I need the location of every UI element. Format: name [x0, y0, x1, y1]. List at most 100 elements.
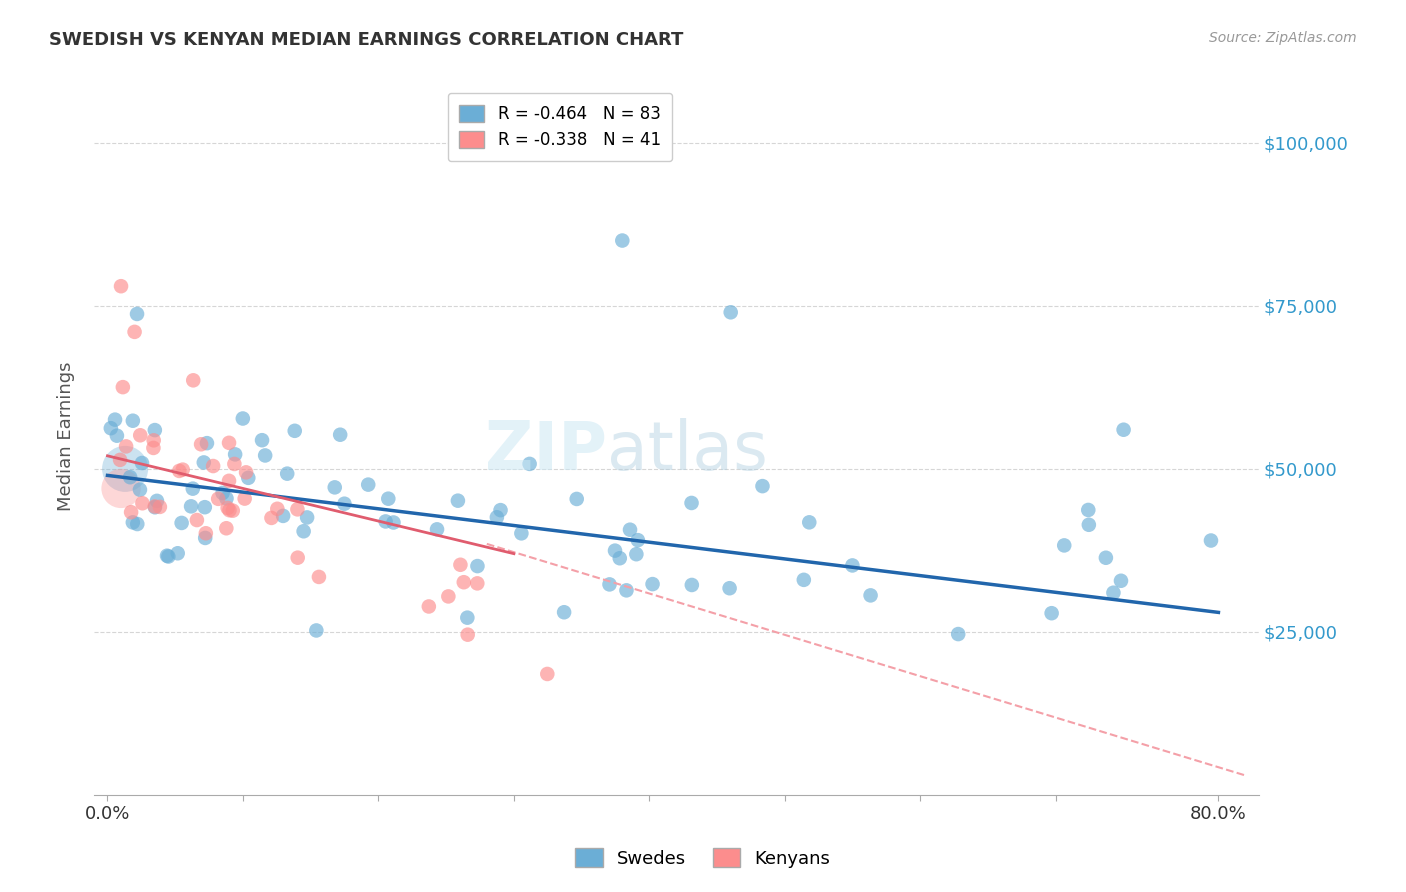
Point: [457, 628, 479, 642]
Point: [167, 464, 190, 478]
Point: [100, 421, 122, 435]
Point: [129, 483, 152, 497]
Point: [609, 551, 631, 566]
Point: [799, 516, 821, 530]
Point: [215, 491, 238, 506]
Point: [626, 547, 648, 561]
Point: [305, 624, 328, 638]
Point: [215, 521, 238, 535]
Point: [374, 515, 396, 529]
Point: [437, 590, 460, 604]
Point: [616, 583, 638, 598]
Point: [271, 508, 294, 523]
Point: [222, 504, 245, 518]
Point: [224, 447, 246, 461]
Point: [181, 482, 204, 496]
Point: [948, 627, 970, 641]
Point: [180, 500, 202, 514]
Legend: R = -0.464   N = 83, R = -0.338   N = 41: R = -0.464 N = 83, R = -0.338 N = 41: [447, 93, 672, 161]
Text: SWEDISH VS KENYAN MEDIAN EARNINGS CORRELATION CHART: SWEDISH VS KENYAN MEDIAN EARNINGS CORREL…: [49, 31, 683, 49]
Point: [308, 570, 330, 584]
Point: [681, 496, 703, 510]
Point: [751, 479, 773, 493]
Point: [232, 411, 254, 425]
Point: [254, 449, 277, 463]
Point: [449, 558, 471, 572]
Point: [235, 466, 257, 480]
Point: [110, 279, 132, 293]
Point: [218, 435, 240, 450]
Point: [233, 491, 256, 506]
Point: [841, 558, 863, 573]
Point: [142, 434, 165, 448]
Point: [172, 462, 194, 476]
Point: [143, 423, 166, 437]
Point: [357, 477, 380, 491]
Point: [619, 523, 641, 537]
Point: [276, 467, 298, 481]
Point: [793, 573, 815, 587]
Point: [627, 533, 650, 548]
Point: [181, 373, 204, 387]
Point: [287, 502, 309, 516]
Point: [485, 510, 508, 524]
Point: [323, 480, 346, 494]
Point: [110, 482, 132, 496]
Point: [166, 546, 188, 560]
Point: [467, 559, 489, 574]
Point: [1053, 538, 1076, 552]
Point: [108, 453, 131, 467]
Point: [718, 581, 741, 595]
Point: [115, 439, 138, 453]
Y-axis label: Median Earnings: Median Earnings: [58, 361, 75, 511]
Point: [105, 428, 128, 442]
Point: [382, 516, 405, 530]
Point: [194, 531, 217, 545]
Point: [114, 462, 136, 476]
Point: [121, 516, 143, 530]
Point: [447, 493, 470, 508]
Point: [170, 516, 193, 530]
Point: [489, 503, 512, 517]
Point: [194, 500, 217, 515]
Point: [250, 433, 273, 447]
Point: [143, 500, 166, 515]
Point: [1040, 606, 1063, 620]
Point: [218, 503, 240, 517]
Text: ZIP: ZIP: [485, 417, 606, 483]
Point: [333, 497, 356, 511]
Point: [599, 577, 621, 591]
Point: [426, 522, 449, 536]
Text: Source: ZipAtlas.com: Source: ZipAtlas.com: [1209, 31, 1357, 45]
Point: [418, 599, 440, 614]
Point: [186, 513, 208, 527]
Point: [641, 577, 664, 591]
Point: [125, 307, 148, 321]
Point: [603, 543, 626, 558]
Point: [510, 526, 533, 541]
Point: [104, 412, 127, 426]
Text: atlas: atlas: [606, 417, 768, 483]
Point: [146, 493, 169, 508]
Point: [111, 380, 134, 394]
Point: [453, 575, 475, 590]
Point: [217, 500, 239, 515]
Point: [124, 325, 146, 339]
Point: [218, 474, 240, 488]
Point: [260, 511, 283, 525]
Point: [129, 428, 152, 442]
Point: [120, 470, 142, 484]
Point: [1095, 550, 1118, 565]
Point: [238, 471, 260, 485]
Point: [329, 427, 352, 442]
Point: [1077, 517, 1099, 532]
Point: [612, 234, 634, 248]
Point: [211, 486, 233, 500]
Point: [156, 549, 179, 563]
Point: [284, 424, 307, 438]
Point: [519, 457, 541, 471]
Point: [1102, 585, 1125, 599]
Point: [465, 576, 488, 591]
Point: [1199, 533, 1222, 548]
Point: [681, 578, 703, 592]
